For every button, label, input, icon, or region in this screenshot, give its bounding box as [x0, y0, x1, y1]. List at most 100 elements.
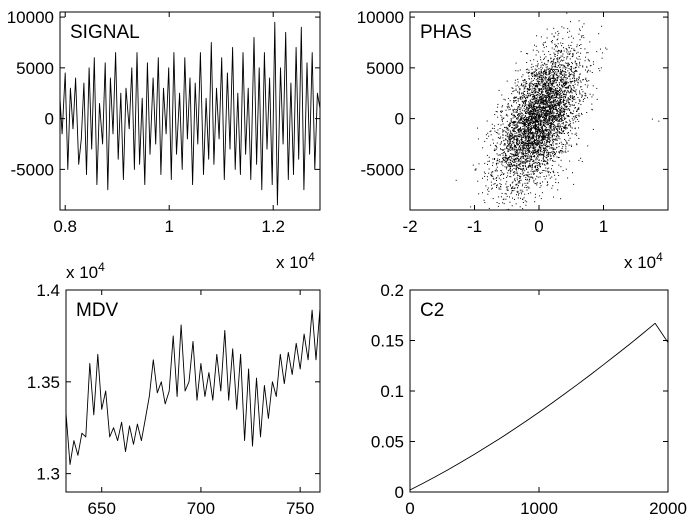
scatter-point: [529, 143, 531, 144]
scatter-point: [507, 189, 509, 191]
scatter-point: [490, 134, 492, 136]
scatter-point: [574, 71, 576, 73]
scatter-point: [544, 119, 546, 121]
scatter-point: [556, 80, 558, 82]
scatter-point: [536, 35, 538, 37]
scatter-point: [557, 157, 559, 159]
scatter-point: [558, 62, 560, 64]
scatter-point: [528, 85, 530, 86]
scatter-point: [541, 131, 543, 133]
scatter-point: [525, 148, 527, 150]
scatter-point: [544, 122, 546, 124]
scatter-point: [510, 137, 512, 139]
scatter-point: [533, 103, 535, 105]
scatter-point: [560, 73, 562, 75]
scatter-point: [555, 131, 557, 133]
scatter-point: [564, 82, 566, 84]
scatter-point: [475, 169, 477, 171]
scatter-point: [517, 168, 519, 170]
scatter-point: [523, 125, 525, 127]
scatter-point: [549, 81, 551, 83]
scatter-point: [531, 151, 532, 153]
scatter-point: [535, 193, 536, 195]
scatter-point: [538, 99, 540, 101]
scatter-point: [546, 100, 548, 102]
scatter-point: [601, 57, 603, 59]
scatter-point: [512, 91, 514, 92]
scatter-point: [515, 88, 517, 90]
scatter-point: [543, 138, 544, 140]
scatter-point: [502, 202, 504, 204]
scatter-point: [563, 115, 565, 117]
scatter-point: [525, 100, 527, 102]
scatter-point: [531, 83, 533, 85]
scatter-point: [542, 130, 544, 132]
scatter-point: [557, 189, 559, 191]
scatter-point: [504, 157, 506, 159]
scatter-point: [515, 146, 517, 148]
scatter-point: [560, 98, 562, 100]
scatter-point: [528, 127, 530, 129]
scatter-point: [525, 161, 527, 163]
scatter-point: [570, 81, 572, 82]
scatter-point: [539, 106, 541, 108]
scatter-point: [527, 150, 529, 152]
scatter-point: [564, 67, 566, 69]
scatter-point: [536, 109, 538, 111]
scatter-point: [543, 159, 545, 161]
scatter-point: [543, 44, 544, 46]
scatter-point: [563, 27, 565, 29]
scatter-point: [553, 106, 555, 107]
scatter-point: [536, 153, 538, 155]
scatter-point: [547, 68, 549, 70]
scatter-point: [541, 92, 543, 94]
scatter-point: [562, 123, 564, 125]
scatter-point: [519, 150, 521, 152]
scatter-point: [537, 85, 539, 87]
scatter-point: [565, 148, 567, 150]
scatter-point: [546, 142, 548, 144]
scatter-point: [563, 99, 565, 101]
scatter-point: [534, 97, 536, 99]
scatter-point: [516, 166, 518, 168]
scatter-point: [523, 175, 525, 177]
scatter-point: [501, 161, 503, 163]
scatter-point: [525, 110, 527, 112]
scatter-point: [563, 133, 565, 134]
scatter-point: [563, 110, 565, 112]
scatter-point: [519, 167, 521, 169]
scatter-point: [501, 172, 503, 174]
scatter-point: [518, 160, 520, 162]
scatter-point: [522, 97, 524, 98]
y-exponent-power: 4: [98, 260, 105, 274]
scatter-point: [518, 130, 520, 132]
scatter-point: [572, 74, 574, 76]
scatter-point: [569, 160, 571, 162]
scatter-point: [530, 112, 532, 114]
scatter-point: [525, 120, 527, 122]
scatter-point: [552, 115, 554, 117]
scatter-point: [509, 166, 511, 168]
scatter-point: [517, 158, 519, 160]
scatter-point: [496, 170, 498, 172]
scatter-point: [529, 150, 531, 152]
scatter-point: [496, 142, 498, 144]
scatter-point: [524, 123, 526, 125]
scatter-point: [568, 132, 569, 134]
scatter-point: [483, 199, 485, 201]
scatter-point: [543, 137, 545, 139]
scatter-point: [578, 66, 580, 68]
scatter-point: [505, 138, 507, 140]
scatter-point: [545, 87, 546, 89]
scatter-point: [549, 82, 551, 84]
scatter-point: [518, 116, 520, 117]
scatter-point: [509, 176, 511, 178]
scatter-point: [553, 107, 555, 109]
scatter-point: [506, 166, 508, 168]
scatter-point: [502, 134, 504, 136]
scatter-point: [561, 64, 562, 66]
scatter-point: [599, 70, 601, 72]
scatter-point: [553, 139, 555, 141]
plot-annotation: C2: [420, 300, 444, 321]
scatter-point: [541, 72, 543, 74]
